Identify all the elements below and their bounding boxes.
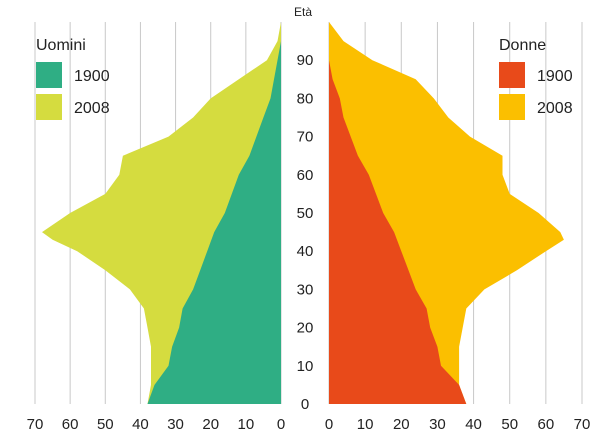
age-tick-label: 30	[297, 281, 314, 298]
age-tick-label: 10	[297, 358, 314, 375]
x-tick-label: 0	[277, 416, 285, 433]
x-tick-label: 30	[429, 416, 446, 433]
x-tick-label: 0	[325, 416, 333, 433]
x-tick-label: 70	[574, 416, 591, 433]
x-tick-label: 50	[501, 416, 518, 433]
x-tick-label: 10	[357, 416, 374, 433]
men-legend: Uomini 1900 2008	[36, 37, 110, 120]
legends: Uomini 1900 2008 Donne 1900 2008	[36, 37, 573, 120]
legend-label-1900: 1900	[74, 68, 110, 85]
age-tick-label: 80	[297, 90, 314, 107]
legend-title: Donne	[499, 37, 546, 54]
legend-swatch-1900	[36, 62, 62, 88]
legend-swatch-2008	[36, 94, 62, 120]
legend-swatch-1900	[499, 62, 525, 88]
age-tick-label: 50	[297, 205, 314, 222]
x-tick-label: 10	[238, 416, 255, 433]
age-tick-label: 20	[297, 320, 314, 337]
x-tick-label: 70	[27, 416, 44, 433]
x-tick-label: 40	[132, 416, 149, 433]
series-areas	[42, 22, 564, 404]
x-tick-label: 20	[202, 416, 219, 433]
age-tick-label: 70	[297, 129, 314, 146]
x-tick-label: 50	[97, 416, 114, 433]
x-tick-label: 20	[393, 416, 410, 433]
age-tick-label: 90	[297, 52, 314, 69]
x-tick-label: 30	[167, 416, 184, 433]
x-tick-label: 60	[538, 416, 555, 433]
legend-title: Uomini	[36, 37, 86, 54]
women-area-1900	[329, 22, 467, 404]
age-tick-label: 0	[301, 396, 309, 413]
women-legend: Donne 1900 2008	[499, 37, 573, 120]
men-area-1900	[147, 22, 281, 404]
legend-swatch-2008	[499, 94, 525, 120]
legend-label-2008: 2008	[74, 100, 110, 117]
x-tick-label: 60	[62, 416, 79, 433]
legend-label-2008: 2008	[537, 100, 573, 117]
x-tick-labels: 70 70 60 60 50 50 40 40 30 30 20 20 10 10 0 0	[27, 416, 591, 433]
age-axis-label: Età	[294, 5, 312, 19]
age-tick-label: 60	[297, 167, 314, 184]
legend-label-1900: 1900	[537, 68, 573, 85]
x-tick-label: 40	[465, 416, 482, 433]
age-tick-label: 40	[297, 243, 314, 260]
age-tick-labels: 0 10 20 30 40 50 60 70 80 90	[297, 52, 314, 413]
